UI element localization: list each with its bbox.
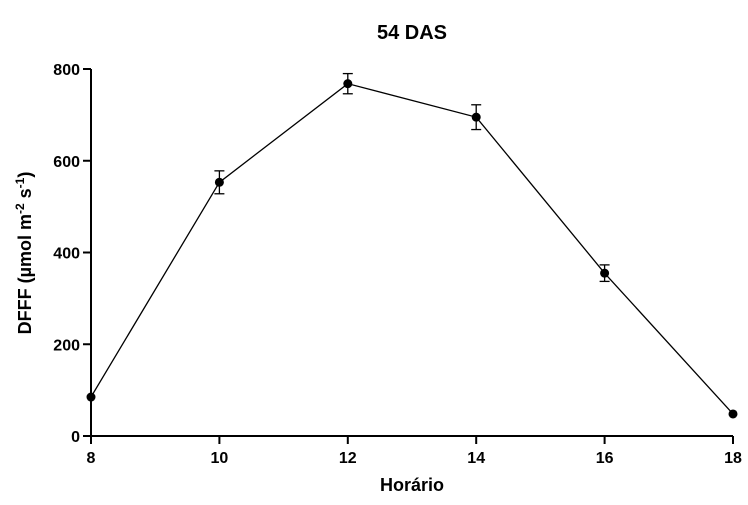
x-tick-label: 10: [211, 450, 229, 467]
series-line: [90, 82, 734, 415]
x-tick-label: 16: [596, 450, 614, 467]
data-point: [600, 268, 610, 278]
x-axis-ticks: 8 10 12 14 16 18: [87, 436, 742, 467]
y-tick-label: 200: [53, 337, 80, 354]
data-point: [214, 177, 224, 187]
chart-title: 54 DAS: [377, 22, 447, 44]
x-tick-label: 12: [339, 450, 357, 467]
x-tick-label: 18: [724, 450, 742, 467]
y-axis-label-sup2: -1: [13, 177, 27, 188]
y-tick-label: 600: [53, 154, 80, 171]
x-tick-label: 8: [87, 450, 96, 467]
y-tick-label: 0: [71, 429, 80, 446]
y-axis-label-base: DFFF (µmol m: [15, 214, 35, 334]
y-axis-label: DFFF (µmol m-2 s-1): [13, 172, 35, 335]
y-axis-label-end: ): [15, 172, 35, 178]
series-layer: [86, 72, 738, 419]
data-point: [86, 392, 96, 402]
y-axis-label-mid: s: [15, 188, 35, 203]
x-tick-label: 14: [467, 450, 485, 467]
y-axis-ticks: 0 200 400 600 800: [53, 62, 91, 446]
data-point: [728, 409, 738, 419]
data-point: [343, 79, 353, 89]
y-tick-label: 400: [53, 246, 80, 263]
y-tick-label: 800: [53, 62, 80, 79]
x-axis-label: Horário: [380, 475, 444, 495]
data-point: [471, 112, 481, 122]
y-axis-label-sup1: -2: [13, 203, 27, 214]
